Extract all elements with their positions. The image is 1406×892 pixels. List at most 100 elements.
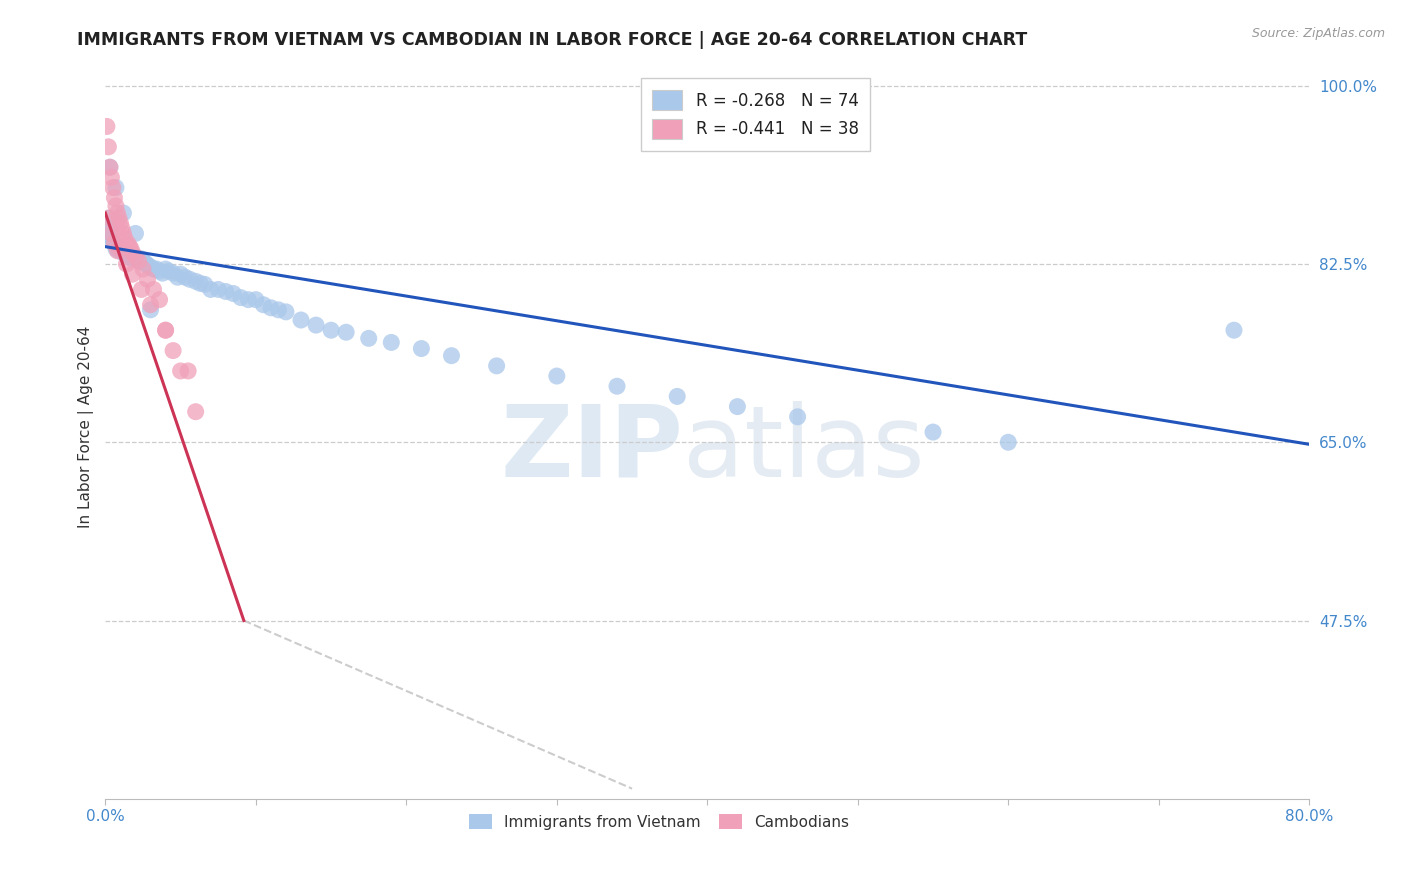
Point <box>110 242 132 256</box>
Point <box>108 211 131 226</box>
Point <box>155 323 177 337</box>
Point <box>97 211 120 226</box>
Point <box>100 227 122 241</box>
Point <box>162 266 184 280</box>
Point <box>179 272 201 286</box>
Point <box>127 254 149 268</box>
Point <box>131 282 153 296</box>
Point <box>1223 323 1246 337</box>
Point <box>157 264 180 278</box>
Point <box>120 242 142 256</box>
Point <box>169 267 191 281</box>
Point <box>177 364 200 378</box>
Point <box>411 342 433 356</box>
Point <box>267 302 290 317</box>
Point <box>260 301 283 315</box>
Point <box>114 247 136 261</box>
Point <box>104 199 127 213</box>
Point <box>139 298 162 312</box>
Point <box>546 369 568 384</box>
Point <box>100 231 122 245</box>
Text: ZIP: ZIP <box>501 401 683 498</box>
Point <box>155 323 177 337</box>
Point <box>139 302 162 317</box>
Point <box>111 244 134 258</box>
Point <box>127 254 149 268</box>
Point <box>169 364 191 378</box>
Point <box>134 256 156 270</box>
Point <box>145 262 167 277</box>
Point <box>117 236 139 251</box>
Point <box>222 286 245 301</box>
Point <box>112 245 135 260</box>
Point <box>174 270 197 285</box>
Point <box>725 400 748 414</box>
Point <box>111 221 134 235</box>
Text: atlas: atlas <box>683 401 925 498</box>
Point <box>215 285 238 299</box>
Point <box>101 180 124 194</box>
Point <box>122 250 145 264</box>
Point <box>142 282 165 296</box>
Point <box>124 227 146 241</box>
Point <box>117 247 139 261</box>
Point <box>997 435 1019 450</box>
Point <box>97 211 120 226</box>
Point <box>107 206 129 220</box>
Point <box>252 298 274 312</box>
Point <box>132 254 155 268</box>
Point <box>274 305 297 319</box>
Point <box>238 293 260 307</box>
Point <box>103 236 125 251</box>
Point <box>103 236 125 251</box>
Point <box>305 318 328 332</box>
Point <box>184 274 207 288</box>
Point <box>110 216 132 230</box>
Point <box>148 293 170 307</box>
Point <box>100 170 122 185</box>
Point <box>485 359 508 373</box>
Point <box>357 331 380 345</box>
Point <box>290 313 312 327</box>
Point <box>124 250 146 264</box>
Point <box>104 242 127 256</box>
Point <box>184 405 207 419</box>
Point <box>440 349 463 363</box>
Point <box>98 221 121 235</box>
Point <box>245 293 267 307</box>
Point <box>139 260 162 274</box>
Point <box>114 231 136 245</box>
Point <box>207 282 229 296</box>
Point <box>335 325 357 339</box>
Point <box>124 250 146 264</box>
Point <box>166 270 188 285</box>
Text: IMMIGRANTS FROM VIETNAM VS CAMBODIAN IN LABOR FORCE | AGE 20-64 CORRELATION CHAR: IMMIGRANTS FROM VIETNAM VS CAMBODIAN IN … <box>77 31 1028 49</box>
Point <box>229 291 252 305</box>
Point <box>155 262 177 277</box>
Point <box>107 240 129 254</box>
Point <box>101 234 124 248</box>
Point <box>152 266 174 280</box>
Point <box>98 160 121 174</box>
Point <box>132 262 155 277</box>
Point <box>135 257 157 271</box>
Point <box>666 389 689 403</box>
Point <box>108 244 131 258</box>
Point <box>112 206 135 220</box>
Point <box>96 120 118 134</box>
Legend: Immigrants from Vietnam, Cambodians: Immigrants from Vietnam, Cambodians <box>463 807 855 836</box>
Point <box>121 252 143 266</box>
Point <box>380 335 402 350</box>
Point <box>103 191 125 205</box>
Point <box>200 282 222 296</box>
Y-axis label: In Labor Force | Age 20-64: In Labor Force | Age 20-64 <box>79 326 94 528</box>
Point <box>188 277 211 291</box>
Point <box>136 258 159 272</box>
Point <box>107 244 129 258</box>
Point <box>112 227 135 241</box>
Text: Source: ZipAtlas.com: Source: ZipAtlas.com <box>1251 27 1385 40</box>
Point <box>194 277 217 292</box>
Point <box>96 227 118 241</box>
Point <box>118 240 141 254</box>
Point <box>121 267 143 281</box>
